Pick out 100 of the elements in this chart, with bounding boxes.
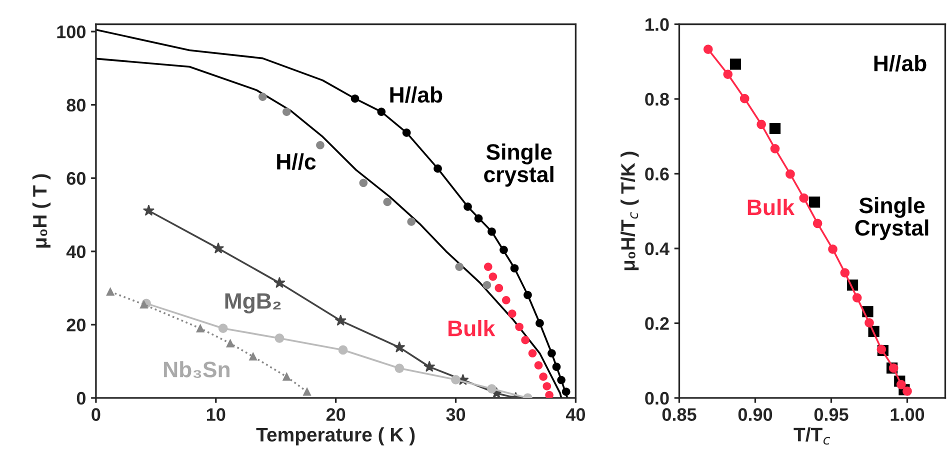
annotation: Bulk <box>748 198 795 216</box>
x-tick-label: 1.00 <box>890 408 924 421</box>
y-tick-label: 100 <box>57 25 86 38</box>
point <box>274 276 286 288</box>
x-tick-label: 30 <box>446 408 466 421</box>
point <box>852 293 862 302</box>
point <box>488 272 498 281</box>
point <box>534 361 543 370</box>
point <box>407 218 416 226</box>
point <box>562 388 570 396</box>
point <box>338 345 348 355</box>
point <box>508 310 516 318</box>
x-tick-label: 10 <box>206 408 226 421</box>
point <box>902 386 912 396</box>
point <box>799 193 809 203</box>
y-tick-label: 1.0 <box>646 18 669 31</box>
point <box>303 388 312 396</box>
point <box>756 120 766 130</box>
point <box>740 94 750 104</box>
y-tick-label: 0.8 <box>645 92 669 106</box>
x-tick-label: 20 <box>326 408 346 421</box>
y-axis-title: μ₀H ( T ) <box>32 174 51 248</box>
point <box>106 288 114 296</box>
point <box>828 244 838 254</box>
point <box>528 349 537 358</box>
point <box>548 349 556 358</box>
point <box>484 262 492 271</box>
point <box>769 122 781 134</box>
point <box>539 372 548 381</box>
point <box>282 108 291 116</box>
point <box>536 319 544 328</box>
point <box>488 227 496 236</box>
point <box>377 108 386 116</box>
point <box>840 268 850 278</box>
point <box>703 44 713 54</box>
y-tick-label: 80 <box>66 98 86 112</box>
point <box>258 92 267 101</box>
x-tick-label: 0.85 <box>662 408 696 421</box>
y-tick-label: 0 <box>76 392 86 405</box>
point <box>808 196 820 208</box>
point <box>142 204 155 216</box>
point <box>896 380 906 390</box>
annotation: MgB₂ <box>225 293 281 314</box>
point <box>500 246 508 254</box>
point <box>557 376 566 384</box>
annotation: Single Crystal <box>855 197 928 240</box>
point <box>812 218 822 228</box>
point <box>212 242 224 254</box>
point <box>521 336 530 344</box>
point <box>249 352 258 361</box>
point <box>282 372 291 381</box>
point <box>451 374 460 384</box>
point <box>359 178 368 188</box>
y-tick-label: 60 <box>66 172 86 185</box>
point <box>464 202 472 211</box>
point <box>274 334 284 343</box>
point <box>786 169 795 179</box>
y-tick-label: 20 <box>66 318 86 332</box>
point <box>350 94 360 103</box>
y-tick-label: 0.2 <box>645 317 669 330</box>
point <box>394 341 406 352</box>
point <box>510 264 519 272</box>
x-tick-label: 0 <box>92 408 100 421</box>
y-tick-label: 0.6 <box>645 168 669 180</box>
point <box>196 324 204 332</box>
point <box>334 314 346 326</box>
annotation: H//c <box>277 153 316 170</box>
annotation: H//ab <box>390 86 442 103</box>
y-tick-label: 40 <box>66 245 86 258</box>
x-axis-title: Temperature ( K ) <box>256 427 415 446</box>
point <box>226 339 234 348</box>
annotation: Single crystal <box>484 144 554 187</box>
annotation: Bulk <box>448 320 496 336</box>
point <box>218 324 228 334</box>
point <box>474 214 483 223</box>
annotation: H//ab <box>874 54 926 72</box>
point <box>487 384 496 394</box>
point <box>316 140 324 150</box>
x-tick-label: 40 <box>566 408 586 421</box>
point <box>770 144 780 154</box>
y-tick-label: 0.4 <box>645 242 670 256</box>
x-tick-label: 0.95 <box>814 408 848 421</box>
point <box>455 262 464 271</box>
point <box>494 284 504 292</box>
point <box>542 382 552 390</box>
point <box>482 280 492 290</box>
point <box>402 128 411 137</box>
point <box>723 70 733 79</box>
annotation: Nb₃Sn <box>164 361 230 378</box>
point <box>424 360 436 372</box>
point <box>524 290 532 300</box>
point <box>515 322 524 332</box>
point <box>140 300 148 309</box>
point <box>434 164 442 173</box>
y-axis-title: μ₀H/T$_{c}$ ( T/K ) <box>620 152 639 270</box>
point <box>545 390 554 398</box>
point <box>730 58 742 70</box>
point <box>394 364 404 373</box>
point <box>864 318 874 328</box>
point <box>552 362 561 371</box>
